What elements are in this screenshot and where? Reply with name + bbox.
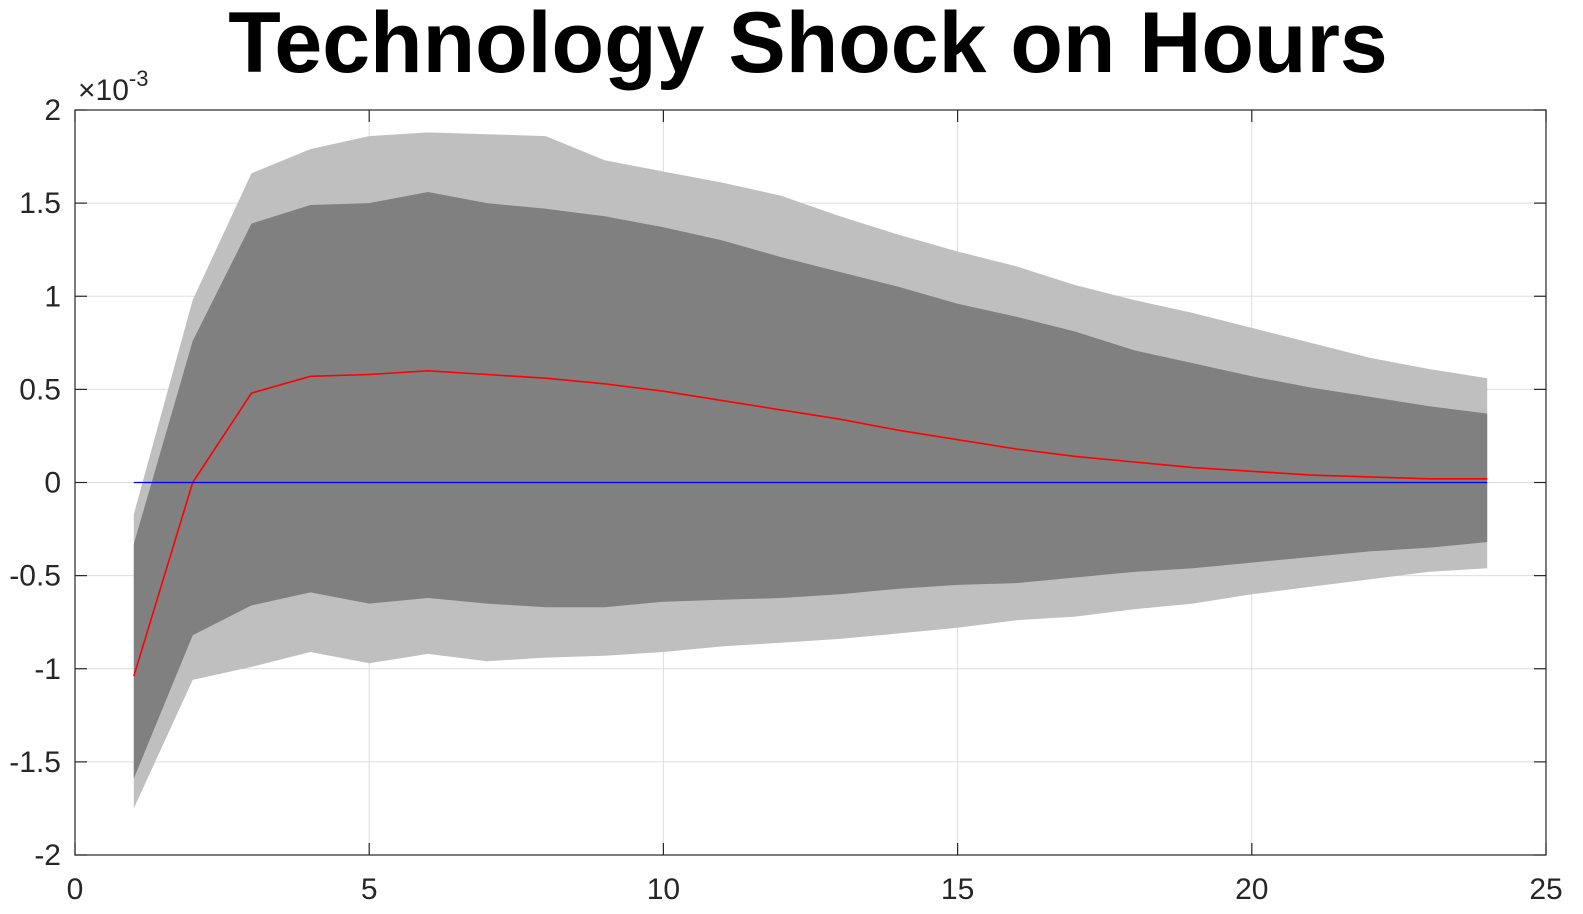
y-axis-scale-exponent: ×10-3 (78, 66, 148, 107)
x-tick-label-0: 0 (67, 873, 84, 906)
y-axis-scale-power: -3 (129, 66, 149, 91)
y-tick-label-7: 1.5 (19, 187, 61, 220)
inner-confidence-band (133, 192, 1488, 779)
tick-labels: 0 5 10 15 20 25 -2 -1.5 -1 -0.5 0 0.5 1 1.5 2 (9, 94, 1562, 906)
y-tick-label-0: -2 (34, 839, 61, 872)
y-tick-label-4: 0 (44, 467, 61, 500)
x-tick-label-2: 10 (647, 873, 680, 906)
x-tick-label-1: 5 (361, 873, 378, 906)
y-tick-label-3: -0.5 (9, 560, 61, 593)
y-tick-label-1: -1.5 (9, 746, 61, 779)
y-axis-scale-base: ×10 (78, 74, 129, 107)
response-lines (133, 369, 1488, 677)
x-tick-label-5: 25 (1529, 873, 1562, 906)
y-tick-label-6: 1 (44, 280, 61, 313)
x-tick-label-3: 15 (941, 873, 974, 906)
x-tick-label-4: 20 (1235, 873, 1268, 906)
confidence-bands (133, 132, 1488, 809)
chart-title: Technology Shock on Hours (228, 0, 1388, 91)
y-tick-label-2: -1 (34, 653, 61, 686)
y-tick-label-8: 2 (44, 94, 61, 127)
axes (74, 109, 1547, 856)
y-tick-label-5: 0.5 (19, 373, 61, 406)
median-series-line (133, 369, 1488, 677)
